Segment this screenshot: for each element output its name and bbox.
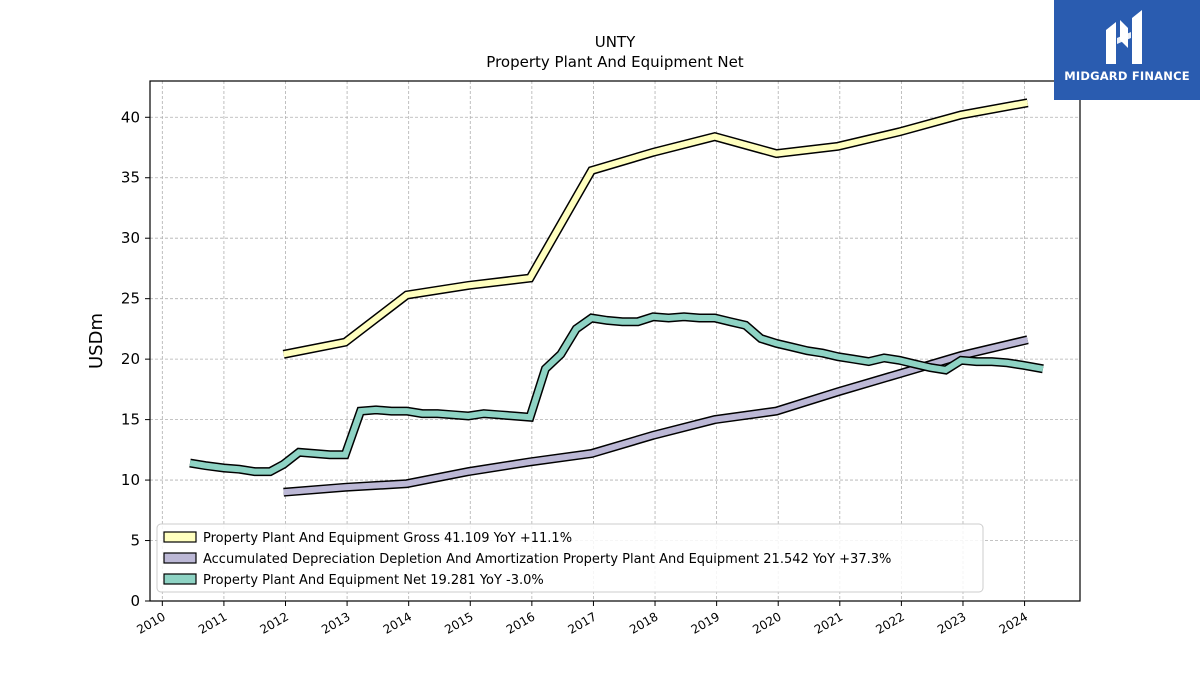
y-tick-label: 35	[121, 169, 140, 187]
brand-name: MIDGARD FINANCE	[1064, 69, 1190, 83]
legend-swatch-gross	[163, 531, 197, 543]
x-tick-label: 2023	[935, 609, 968, 636]
legend-box	[156, 523, 984, 593]
x-tick-label: 2014	[381, 609, 414, 636]
x-tick-label: 2020	[750, 609, 783, 636]
y-tick-label: 5	[130, 532, 140, 550]
x-tick-label: 2024	[997, 609, 1030, 636]
chart-title: UNTY	[595, 33, 636, 51]
y-tick-label: 0	[130, 592, 140, 610]
series-accumulated-depreciation-depletion-and-amortization-property-plant-and-equipment	[283, 335, 1029, 497]
y-axis-label: USDm	[86, 313, 107, 369]
series-line	[283, 99, 1029, 358]
legend-swatch-accumulated	[163, 552, 197, 564]
series-lines	[189, 98, 1044, 497]
x-tick-label: 2012	[258, 609, 291, 636]
chart-subtitle: Property Plant And Equipment Net	[486, 53, 743, 71]
x-tick-label: 2011	[196, 609, 229, 636]
series-property-plant-and-equipment-gross	[282, 98, 1029, 359]
x-tick-label: 2022	[873, 609, 906, 636]
x-tick-label: 2019	[689, 609, 722, 636]
y-tick-label: 40	[121, 108, 140, 126]
legend: Property Plant And Equipment Gross 41.10…	[156, 523, 984, 593]
brand-logo: MIDGARD FINANCE	[1054, 0, 1200, 100]
y-tick-label: 25	[121, 290, 140, 308]
x-tick-label: 2010	[134, 609, 167, 636]
x-axis-ticks: 2010 2011 2012 2013 2014 2015 2016 2017 2018 2019…	[134, 601, 1030, 637]
legend-label-gross: Property Plant And Equipment Gross 41.10…	[203, 531, 572, 546]
midgard-logo-icon	[1106, 10, 1142, 64]
plot-frame	[149, 80, 1081, 602]
legend-label-net: Property Plant And Equipment Net 19.281 …	[203, 573, 544, 588]
legend-label-accumulated: Accumulated Depreciation Depletion And A…	[203, 552, 891, 567]
x-tick-label: 2017	[565, 609, 598, 636]
x-tick-label: 2018	[627, 609, 660, 636]
y-tick-label: 15	[121, 411, 140, 429]
x-tick-label: 2016	[504, 609, 537, 636]
series-line	[283, 336, 1029, 496]
x-tick-label: 2013	[319, 609, 352, 636]
y-tick-label: 30	[121, 229, 140, 247]
legend-swatch-net	[163, 573, 197, 585]
y-axis-ticks: 0 5 10 15 20 25 30 35 40	[121, 108, 150, 610]
x-tick-label: 2015	[442, 609, 475, 636]
series-property-plant-and-equipment-net	[189, 312, 1044, 477]
series-line	[189, 313, 1044, 475]
y-tick-label: 20	[121, 350, 140, 368]
y-tick-label: 10	[121, 471, 140, 489]
x-tick-label: 2021	[812, 609, 845, 636]
